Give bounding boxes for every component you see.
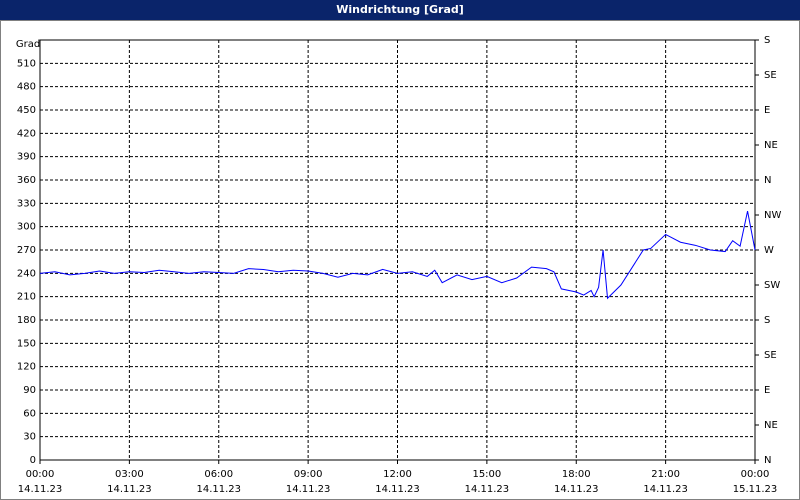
y-tick-label: 120 — [17, 362, 36, 373]
y-tick-label: 330 — [17, 198, 36, 209]
x-tick-date: 14.11.23 — [18, 484, 63, 495]
x-tick-date: 14.11.23 — [643, 484, 688, 495]
y2-tick-label: SW — [764, 280, 780, 291]
y-tick-label: 390 — [17, 152, 36, 163]
x-tick-label: 18:00 — [562, 469, 591, 480]
y2-tick-label: E — [764, 385, 770, 396]
x-tick-label: 09:00 — [294, 469, 323, 480]
x-tick-label: 15:00 — [472, 469, 501, 480]
x-tick-date: 14.11.23 — [196, 484, 241, 495]
y-tick-label: 480 — [17, 82, 36, 93]
y-tick-label: 0 — [30, 455, 36, 466]
y2-tick-label: NW — [764, 210, 781, 221]
y-tick-label: 210 — [17, 292, 36, 303]
x-tick-label: 06:00 — [204, 469, 233, 480]
y-tick-label: 270 — [17, 245, 36, 256]
y2-tick-label: S — [764, 35, 770, 46]
y-axis-label: Grad — [16, 39, 40, 50]
y2-tick-label: W — [764, 245, 774, 256]
y2-tick-label: SE — [764, 70, 777, 81]
y-tick-label: 240 — [17, 268, 36, 279]
x-tick-label: 12:00 — [383, 469, 412, 480]
y2-tick-label: E — [764, 105, 770, 116]
y-tick-label: 360 — [17, 175, 36, 186]
y2-tick-label: N — [764, 175, 771, 186]
y-tick-label: 30 — [23, 432, 36, 443]
y2-tick-label: SE — [764, 350, 777, 361]
y-tick-label: 180 — [17, 315, 36, 326]
y2-tick-label: S — [764, 315, 770, 326]
y-tick-label: 150 — [17, 338, 36, 349]
y-tick-label: 450 — [17, 105, 36, 116]
x-tick-date: 14.11.23 — [554, 484, 599, 495]
y2-tick-label: NE — [764, 420, 778, 431]
x-tick-date: 14.11.23 — [286, 484, 331, 495]
data-line — [39, 211, 756, 300]
x-tick-date: 15.11.23 — [733, 484, 778, 495]
y-tick-label: 420 — [17, 128, 36, 139]
y-tick-label: 90 — [23, 385, 36, 396]
x-tick-date: 14.11.23 — [375, 484, 420, 495]
x-tick-label: 03:00 — [115, 469, 144, 480]
x-tick-date: 14.11.23 — [465, 484, 510, 495]
y2-tick-label: N — [764, 455, 771, 466]
x-tick-label: 21:00 — [651, 469, 680, 480]
title-bar — [0, 0, 800, 20]
x-tick-label: 00:00 — [26, 469, 55, 480]
x-tick-label: 00:00 — [741, 469, 770, 480]
x-tick-date: 14.11.23 — [107, 484, 152, 495]
chart-title: Windrichtung [Grad] — [336, 3, 464, 16]
y-tick-label: 60 — [23, 408, 36, 419]
y-tick-label: 300 — [17, 222, 36, 233]
y2-tick-label: NE — [764, 140, 778, 151]
y-tick-label: 510 — [17, 58, 36, 69]
